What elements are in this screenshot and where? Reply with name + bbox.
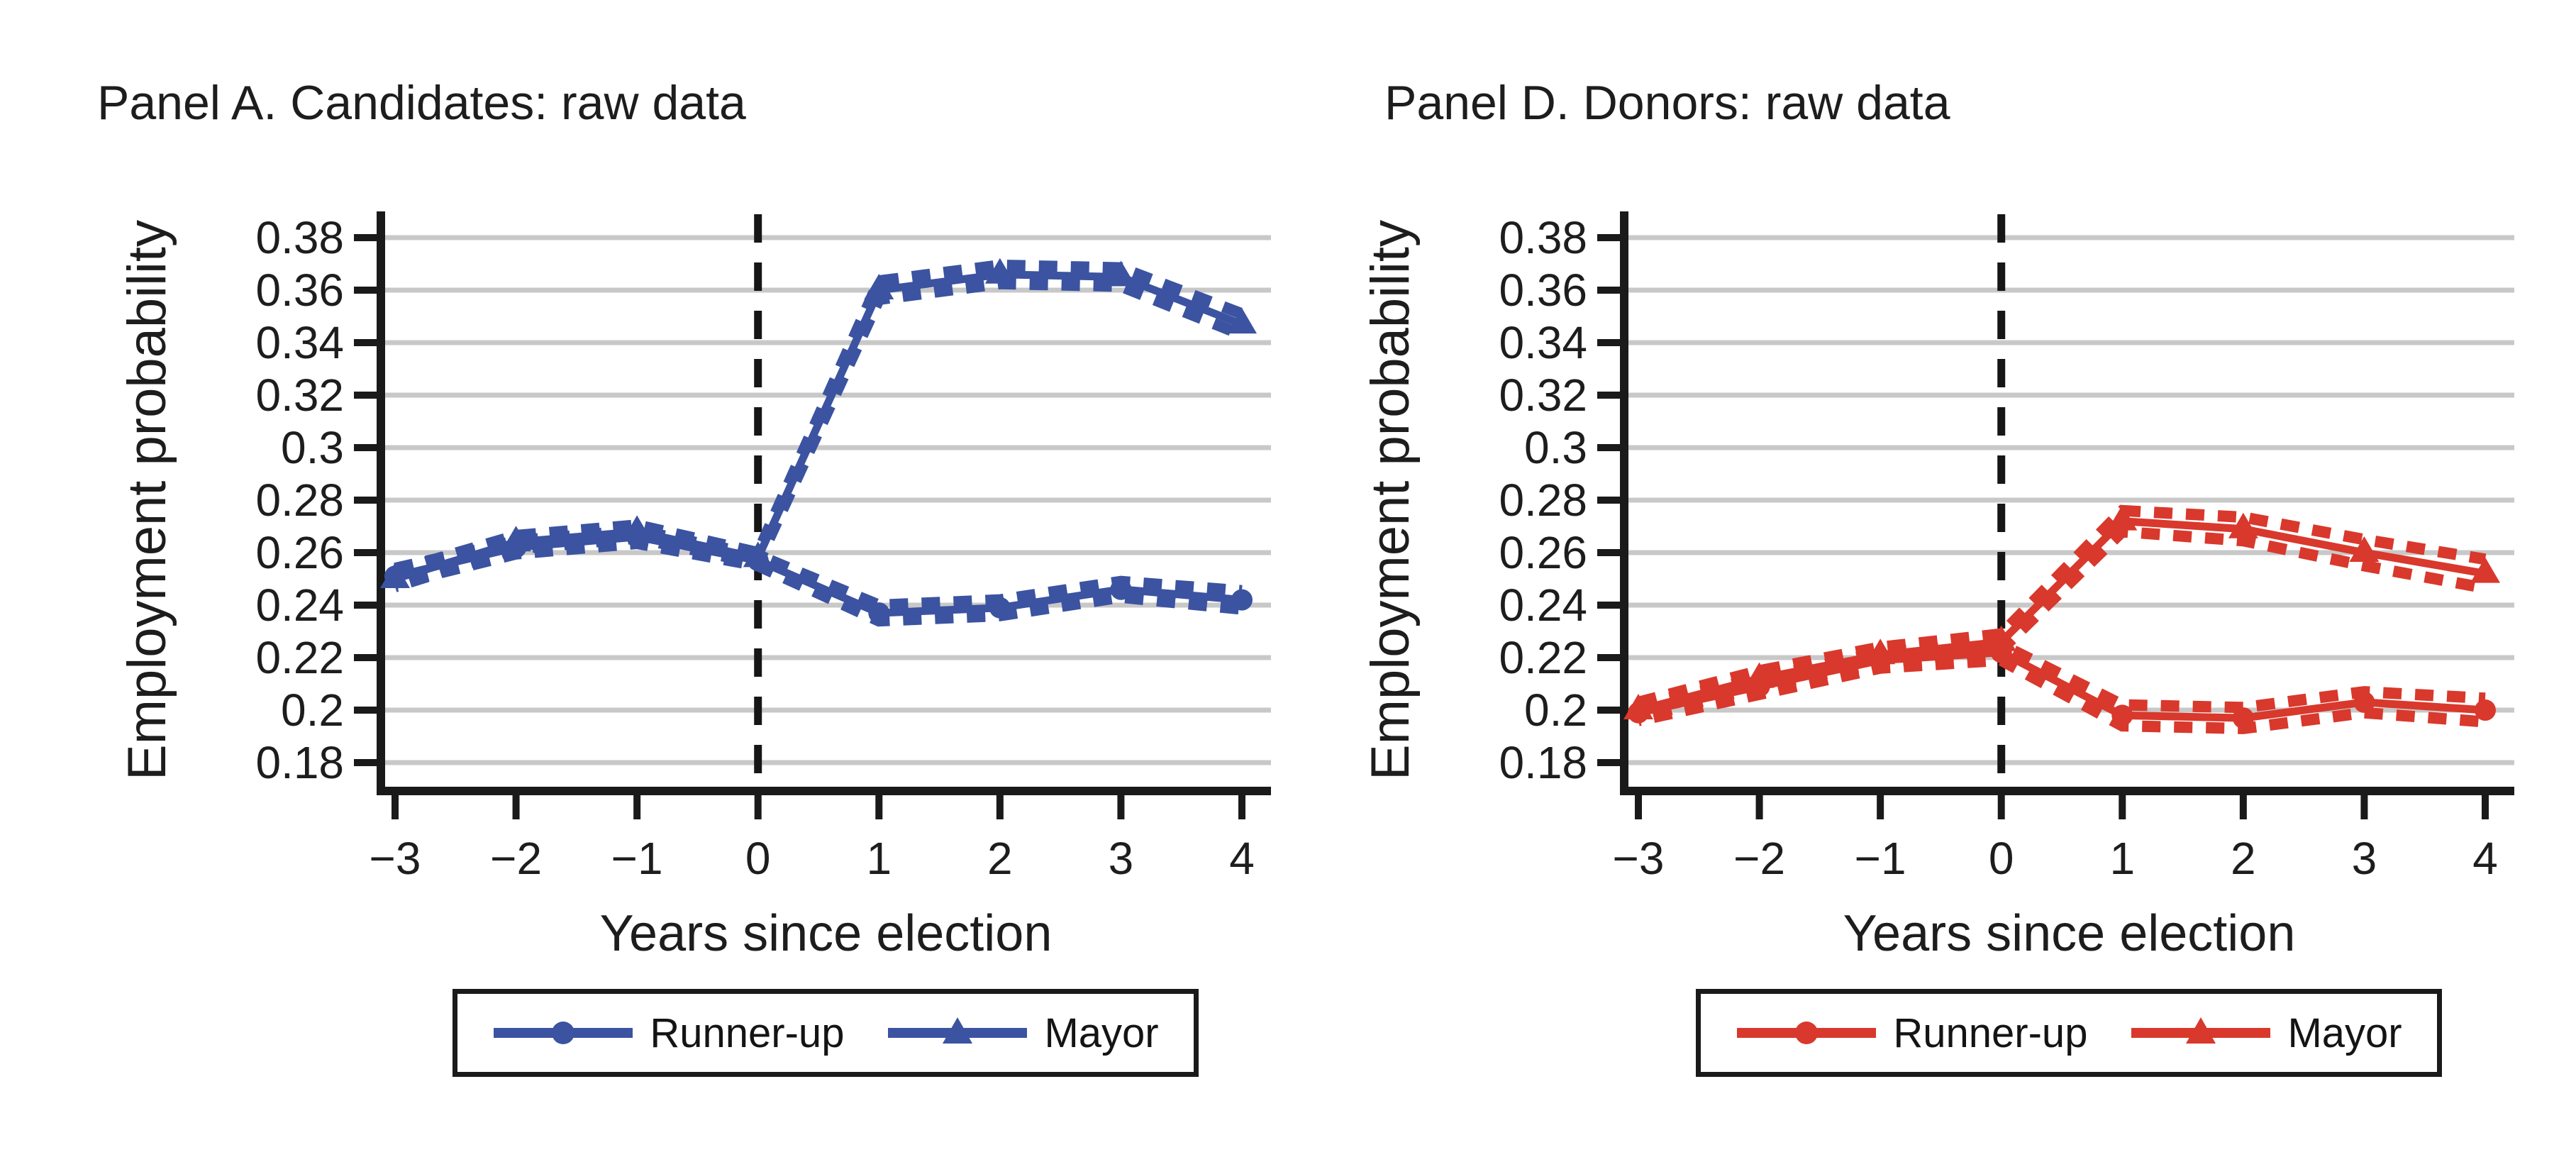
series-ci-upper (1636, 504, 2487, 708)
panel-donors: Panel D. Donors: raw data 0.38 0.36 0.34 0.… (1355, 71, 2555, 1107)
legend-key-circle (552, 1022, 575, 1044)
x-axis-tick-label: −3 (370, 833, 421, 884)
series-marker-circle (989, 597, 1011, 619)
series-marker-triangle (1106, 260, 1136, 287)
legend-key-triangle (943, 1017, 973, 1044)
y-axis-tick-label: 0.28 (1499, 475, 1587, 526)
candidates-chart: 0.380.360.340.320.30.280.260.240.220.20.… (117, 211, 1271, 962)
legend-box: Runner-up Mayor (453, 989, 1199, 1077)
mayor-key-icon (888, 1017, 1028, 1044)
y-axis-title: Employment probability (1360, 220, 1421, 780)
y-axis-tick-label: 0.26 (255, 527, 344, 578)
x-axis-tick-label: 2 (987, 833, 1013, 884)
series-marker-triangle (501, 526, 531, 552)
series-marker-circle (1110, 578, 1132, 600)
legend-key-triangle (2186, 1017, 2216, 1044)
x-axis-tick-label: 1 (866, 833, 892, 884)
x-axis-tick-label: 0 (1989, 833, 2014, 884)
y-axis-tick-label: 0.3 (1524, 422, 1587, 473)
y-axis-tick-label: 0.2 (1524, 685, 1587, 736)
x-axis-tick-label: 4 (2472, 833, 2498, 884)
legend-item-runner-up: Runner-up (492, 1009, 844, 1057)
y-axis-tick-label: 0.22 (1499, 632, 1587, 683)
series-marker-circle (1231, 589, 1253, 611)
series-marker-triangle (380, 563, 410, 588)
legend-item-mayor: Mayor (887, 1009, 1159, 1057)
series-marker-triangle (1623, 694, 1653, 719)
legend-item-label: Runner-up (650, 1009, 845, 1056)
x-axis-tick-label: 4 (1229, 833, 1255, 884)
series-ci-lower (393, 277, 1244, 592)
legend-key-circle (1795, 1022, 1819, 1044)
y-axis-tick-label: 0.18 (1499, 737, 1587, 788)
series-marker-triangle (2228, 512, 2258, 538)
donors-chart: 0.380.360.340.320.30.280.260.240.220.20.… (1360, 211, 2514, 962)
series-marker-triangle (1865, 638, 1896, 665)
y-axis-tick-label: 0.28 (255, 475, 344, 526)
y-axis-tick-label: 0.34 (1499, 317, 1587, 368)
y-axis-tick-label: 0.32 (1499, 370, 1587, 421)
y-axis-tick-label: 0.18 (255, 737, 344, 788)
series-marker-triangle (743, 541, 773, 568)
y-axis-tick-label: 0.32 (255, 370, 344, 421)
series-marker-circle (2232, 707, 2254, 729)
series-marker-circle (2353, 691, 2375, 713)
runner-up-key-icon (494, 1022, 633, 1044)
series-ci-lower (1637, 654, 2486, 734)
series-marker-triangle (1986, 625, 2016, 651)
series-marker-circle (2111, 704, 2133, 726)
x-axis-tick-label: 2 (2231, 833, 2256, 884)
series-marker-triangle (1744, 662, 1775, 688)
y-axis-tick-label: 0.22 (255, 632, 344, 683)
series-marker-triangle (984, 258, 1015, 284)
panel-candidates: Panel A. Candidates: raw data 0.38 0.36 0.… (97, 71, 1311, 1107)
runner-up-key-icon (1737, 1022, 1877, 1044)
series-marker-triangle (864, 274, 894, 299)
series-marker-triangle (2107, 504, 2138, 531)
legend-box: Runner-up Mayor (1696, 989, 2442, 1077)
legend-item-runner-up: Runner-up (1736, 1009, 2087, 1057)
legend-item-label: Mayor (2287, 1009, 2402, 1056)
y-axis-tick-label: 0.24 (255, 580, 344, 631)
panel-title: Panel A. Candidates: raw data (97, 76, 746, 130)
series-marker-triangle (622, 515, 653, 541)
x-axis-tick-label: 3 (2352, 833, 2377, 884)
legend-item-label: Mayor (1044, 1009, 1159, 1056)
series-ci-lower (1636, 526, 2487, 724)
series-mean-line (394, 270, 1244, 583)
x-axis-title: Years since election (600, 905, 1053, 962)
series-mean-line (1637, 516, 2486, 714)
series-marker-circle (2474, 699, 2496, 721)
legend-item-label: Runner-up (1893, 1009, 2088, 1056)
legend-item-mayor: Mayor (2130, 1009, 2402, 1057)
mayor-key-icon (2131, 1017, 2271, 1044)
series-marker-triangle (2349, 536, 2380, 562)
x-axis-tick-label: −1 (1855, 833, 1906, 884)
x-axis-tick-label: 0 (745, 833, 771, 884)
x-axis-tick-label: 1 (2109, 833, 2135, 884)
y-axis-tick-label: 0.3 (281, 422, 344, 473)
y-axis-tick-label: 0.34 (255, 317, 344, 368)
y-axis-tick-label: 0.36 (1499, 265, 1587, 316)
y-axis-tick-label: 0.2 (281, 685, 344, 736)
series-marker-triangle (2470, 557, 2500, 583)
x-axis-tick-label: 3 (1109, 833, 1134, 884)
x-axis-tick-label: −1 (611, 833, 663, 884)
x-axis-tick-label: −2 (1733, 833, 1785, 884)
y-axis-tick-label: 0.36 (255, 265, 344, 316)
y-axis-tick-label: 0.38 (255, 212, 344, 263)
y-axis-title: Employment probability (117, 220, 177, 780)
y-axis-tick-label: 0.24 (1499, 580, 1587, 631)
x-axis-title: Years since election (1843, 905, 2296, 962)
x-axis-tick-label: −3 (1613, 833, 1665, 884)
x-axis-tick-label: −2 (490, 833, 542, 884)
y-axis-tick-label: 0.26 (1499, 527, 1587, 578)
y-axis-tick-label: 0.38 (1499, 212, 1587, 263)
series-marker-triangle (1226, 308, 1257, 334)
panel-title: Panel D. Donors: raw data (1384, 76, 1950, 130)
series-marker-circle (868, 602, 890, 624)
